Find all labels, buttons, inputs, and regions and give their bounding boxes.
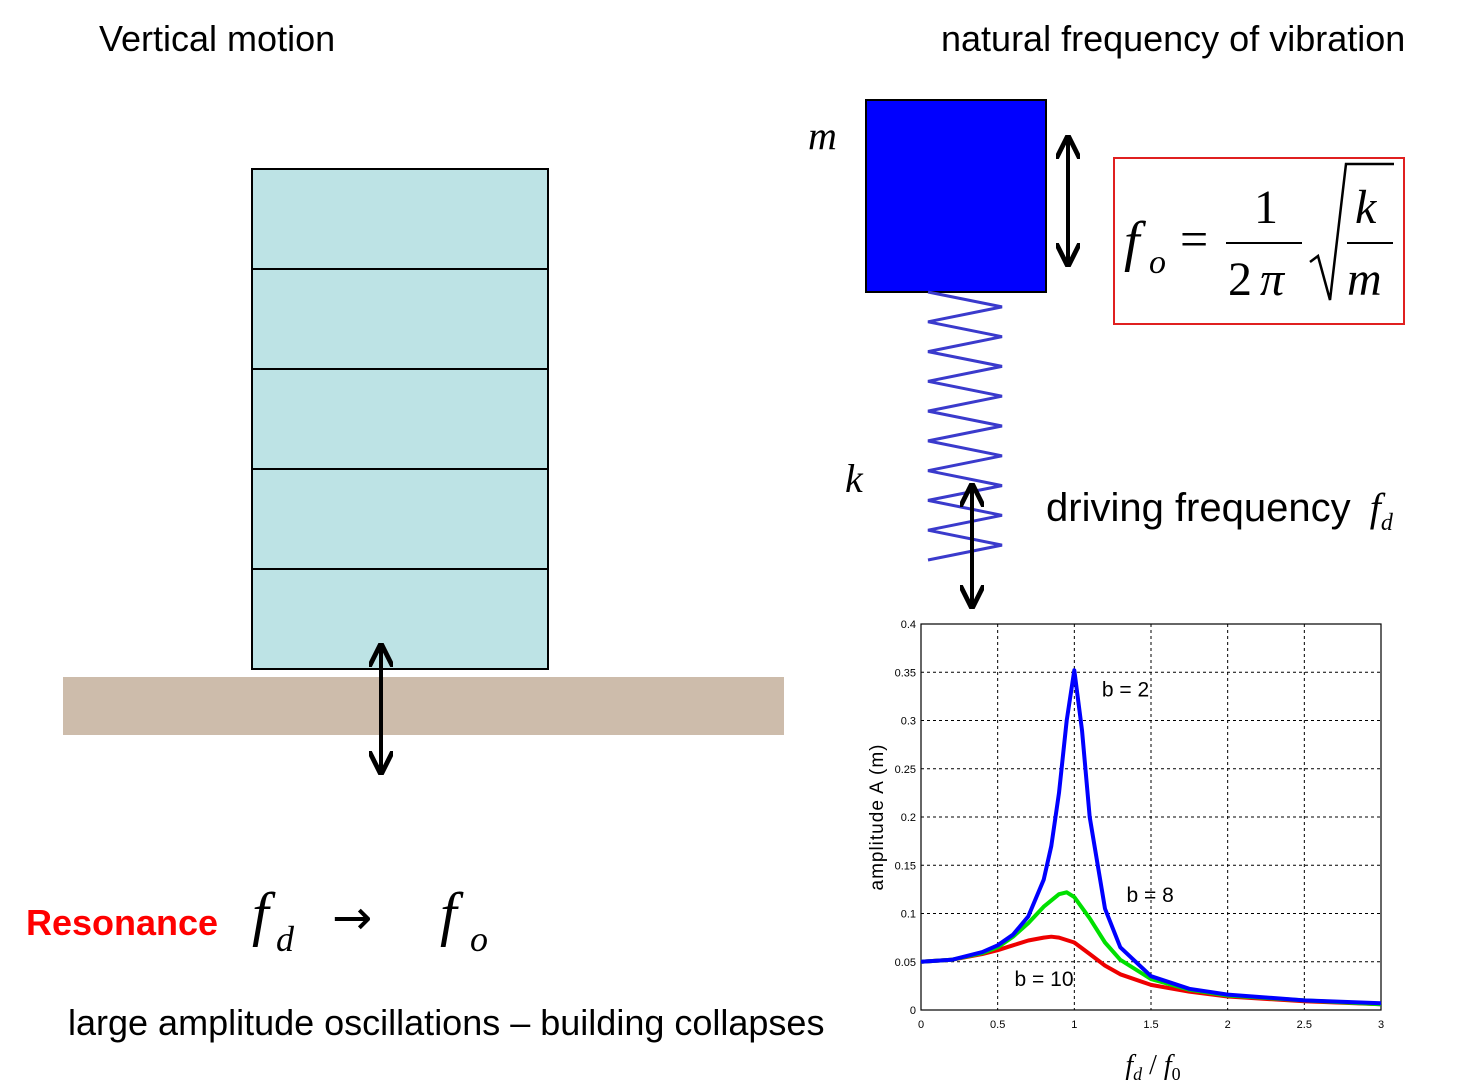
- driving-frequency-label: driving frequency: [1046, 486, 1351, 530]
- ground: [63, 677, 784, 735]
- y-tick-label: 0: [910, 1005, 916, 1017]
- resonance-label: Resonance: [26, 902, 219, 943]
- heading-natural-frequency: natural frequency of vibration: [941, 18, 1406, 59]
- y-tick-label: 0.4: [901, 619, 916, 631]
- x-tick-label: 3: [1378, 1019, 1384, 1031]
- series-annotation: b = 10: [1015, 968, 1074, 991]
- formula-sqrt-sign: [1309, 162, 1394, 301]
- x-tick-label: 0: [918, 1019, 924, 1031]
- building: [251, 168, 549, 670]
- resonance-fd-subscript: d: [276, 919, 294, 959]
- formula-root-numerator: k: [1355, 181, 1377, 234]
- x-axis-label: fd / f0: [1125, 1050, 1180, 1084]
- driving-frequency-text: driving frequency fd: [1046, 484, 1393, 537]
- resonance-fo-subscript: o: [470, 919, 488, 959]
- x-tick-label: 2.5: [1297, 1019, 1312, 1031]
- y-axis-label: amplitude A (m): [867, 744, 888, 891]
- heading-vertical-motion: Vertical motion: [99, 18, 336, 59]
- formula-root-denominator: m: [1347, 253, 1382, 306]
- series-line: [920, 668, 1382, 1006]
- y-tick-label: 0.15: [895, 860, 916, 872]
- formula-numerator: 1: [1254, 181, 1278, 234]
- formula-lhs-subscript: o: [1149, 244, 1166, 281]
- mass-block: [865, 99, 1047, 293]
- mass-label: m: [808, 113, 837, 158]
- formula-equals: =: [1180, 211, 1209, 267]
- formula-denominator-two: 2: [1228, 253, 1252, 306]
- resonance-fo: f: [440, 881, 457, 947]
- y-tick-label: 0.3: [901, 716, 916, 728]
- natural-frequency-formula: [1113, 157, 1405, 325]
- x-tick-label: 1: [1071, 1019, 1077, 1031]
- resonance-fd: f: [252, 881, 269, 947]
- y-tick-label: 0.35: [895, 667, 916, 679]
- formula-denominator-pi: π: [1260, 253, 1285, 306]
- y-tick-label: 0.05: [895, 957, 916, 969]
- series-annotation: b = 2: [1102, 678, 1149, 701]
- caption-text: large amplitude oscillations – building …: [68, 1002, 825, 1043]
- x-tick-label: 1.5: [1143, 1019, 1158, 1031]
- building-floor: [251, 268, 549, 370]
- y-tick-label: 0.1: [901, 909, 916, 921]
- series-annotation: b = 8: [1126, 884, 1173, 907]
- x-tick-label: 2: [1225, 1019, 1231, 1031]
- resonance-arrow: →: [332, 890, 373, 946]
- plot-frame: [920, 623, 1382, 1011]
- driving-symbol: f: [1369, 485, 1381, 530]
- building-floor: [251, 568, 549, 670]
- driving-subscript: d: [1380, 510, 1393, 536]
- spring-label: k: [845, 456, 863, 501]
- y-tick-label: 0.25: [895, 764, 916, 776]
- formula-lhs: f: [1124, 211, 1140, 273]
- y-tick-label: 0.2: [901, 812, 916, 824]
- building-floor: [251, 368, 549, 470]
- x-tick-label: 0.5: [990, 1019, 1005, 1031]
- spring-icon: [927, 290, 1003, 562]
